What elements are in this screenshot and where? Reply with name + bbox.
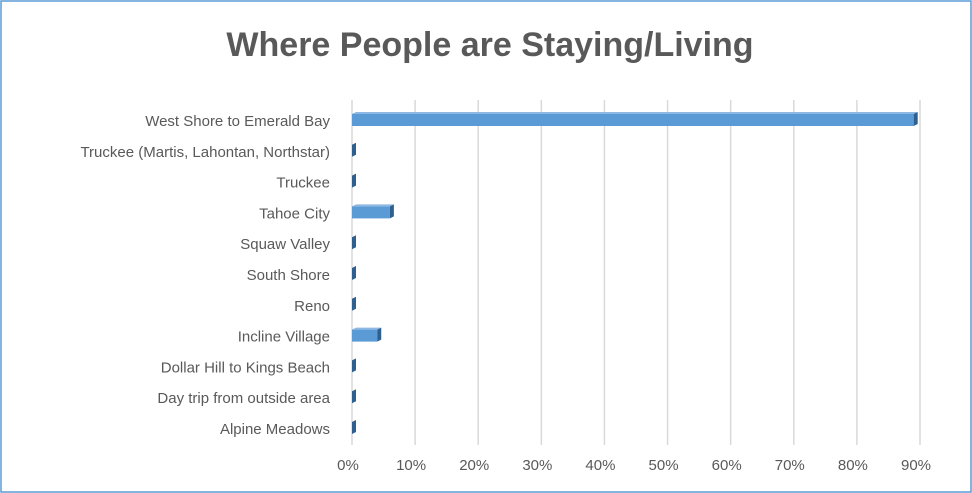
x-tick-label: 30%	[522, 457, 552, 474]
y-tick-label: Reno	[294, 298, 330, 315]
y-tick-label: Incline Village	[238, 329, 330, 346]
bar-side	[377, 327, 382, 342]
y-tick-label: Squaw Valley	[240, 236, 330, 253]
bar-side	[352, 142, 356, 157]
bar-side	[352, 266, 356, 280]
bar-side	[352, 173, 356, 188]
bar-top	[352, 327, 382, 330]
y-tick-label: Alpine Meadows	[220, 421, 330, 438]
y-tick-label: Truckee	[276, 175, 330, 192]
bar	[352, 329, 378, 342]
bar	[352, 206, 390, 219]
bar	[352, 114, 914, 126]
x-tick-label: 10%	[396, 457, 426, 474]
bar-side	[352, 296, 356, 311]
bar-side	[913, 112, 918, 126]
y-tick-label: Tahoe City	[259, 205, 330, 222]
bar-side	[352, 420, 356, 434]
y-tick-label: South Shore	[247, 267, 330, 284]
x-tick-label: 0%	[337, 457, 359, 474]
x-tick-label: 80%	[838, 457, 868, 474]
x-tick-label: 50%	[649, 457, 679, 474]
x-tick-label: 20%	[459, 457, 489, 474]
x-tick-label: 90%	[901, 457, 931, 474]
y-tick-label: Dollar Hill to Kings Beach	[161, 359, 330, 376]
y-tick-label: Day trip from outside area	[157, 390, 330, 407]
bar-side	[352, 235, 356, 250]
bar-side	[389, 204, 394, 219]
x-tick-label: 40%	[585, 457, 615, 474]
chart-title: Where People are Staying/Living	[226, 26, 753, 64]
x-tick-label: 60%	[712, 457, 742, 474]
bar-top	[352, 204, 394, 207]
x-tick-label: 70%	[775, 457, 805, 474]
y-tick-label: West Shore to Emerald Bay	[145, 113, 330, 130]
bar-side	[352, 358, 356, 373]
bar-side	[352, 389, 356, 404]
bar-top	[352, 112, 918, 114]
y-tick-label: Truckee (Martis, Lahontan, Northstar)	[80, 144, 330, 161]
